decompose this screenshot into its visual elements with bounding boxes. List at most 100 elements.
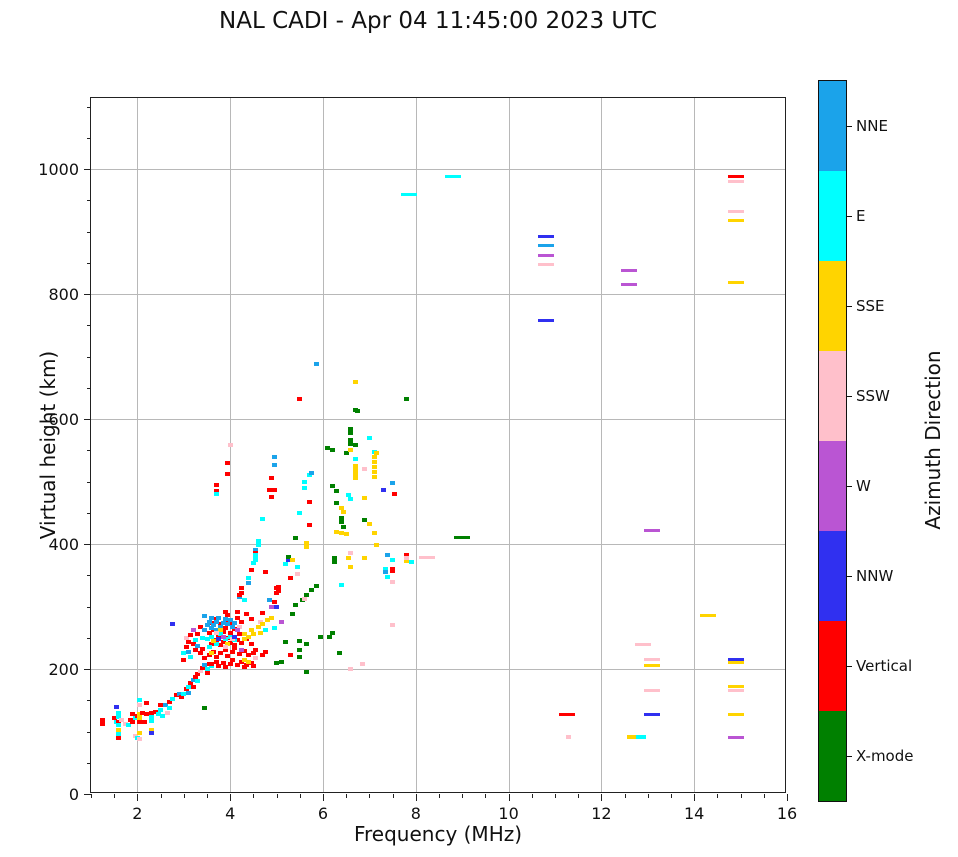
data-point — [246, 576, 252, 581]
data-point — [276, 584, 282, 589]
x-minor-tick — [647, 794, 649, 798]
y-major-tick — [84, 794, 91, 795]
colorbar-tick-label: SSW — [856, 387, 890, 405]
x-minor-tick — [299, 794, 301, 798]
data-point — [206, 645, 212, 650]
data-point — [352, 463, 358, 468]
data-point — [727, 209, 744, 213]
x-minor-tick — [717, 794, 719, 798]
data-point — [100, 718, 106, 723]
data-point — [306, 523, 312, 528]
data-point — [144, 701, 150, 706]
x-major-tick — [415, 794, 417, 801]
x-minor-tick — [392, 794, 394, 798]
data-point — [195, 672, 201, 677]
data-point — [288, 653, 294, 658]
data-point — [327, 634, 333, 639]
data-point — [213, 630, 219, 635]
colorbar-tick — [847, 666, 852, 667]
data-point — [232, 646, 238, 651]
data-point — [248, 568, 254, 573]
data-point — [236, 632, 242, 637]
data-point — [257, 630, 263, 635]
data-point — [100, 722, 106, 727]
x-tick-label: 8 — [410, 804, 421, 823]
data-point — [223, 648, 229, 653]
data-point — [380, 487, 386, 492]
data-point — [271, 599, 277, 604]
x-major-tick — [137, 794, 139, 801]
colorbar-tick — [847, 396, 852, 397]
data-point — [362, 555, 368, 560]
data-point — [213, 492, 219, 497]
data-point — [181, 692, 187, 697]
data-point — [334, 501, 340, 506]
data-point — [202, 628, 208, 633]
data-point — [209, 615, 215, 620]
data-point — [195, 632, 201, 637]
data-point — [239, 660, 245, 665]
data-point — [181, 651, 187, 656]
data-point — [366, 522, 372, 527]
data-point — [537, 318, 554, 322]
y-minor-tick — [87, 700, 91, 702]
data-point — [727, 179, 744, 183]
y-major-tick — [84, 294, 91, 296]
data-point — [248, 617, 254, 622]
data-point — [197, 624, 203, 629]
data-point — [227, 618, 233, 623]
data-point — [141, 720, 147, 725]
data-point — [339, 582, 345, 587]
data-point — [260, 610, 266, 615]
data-point — [334, 529, 340, 534]
data-point — [148, 727, 154, 732]
data-point — [192, 648, 198, 653]
data-point — [727, 685, 744, 689]
data-point — [176, 692, 182, 697]
data-point — [408, 560, 414, 565]
colorbar-segment-w — [819, 441, 846, 531]
y-tick-label: 400 — [48, 535, 79, 555]
data-point — [225, 642, 231, 647]
data-point — [116, 732, 122, 737]
data-point — [336, 651, 342, 656]
data-point — [348, 497, 354, 502]
data-point — [339, 520, 345, 525]
data-point — [371, 459, 377, 464]
data-point — [290, 612, 296, 617]
data-point — [116, 727, 122, 732]
colorbar-tick — [847, 216, 852, 217]
data-point — [304, 540, 310, 545]
data-point — [346, 493, 352, 498]
data-point — [253, 655, 259, 660]
x-major-tick — [694, 794, 696, 801]
data-point — [183, 645, 189, 650]
data-point — [137, 737, 143, 742]
data-point — [227, 443, 233, 448]
data-point — [253, 548, 259, 553]
data-point — [218, 628, 224, 633]
data-point — [246, 653, 252, 658]
data-point — [185, 649, 191, 654]
x-minor-tick — [462, 794, 464, 798]
data-point — [188, 654, 194, 659]
x-minor-tick — [369, 794, 371, 798]
data-point — [537, 243, 554, 247]
data-point — [352, 472, 358, 477]
data-point — [348, 442, 354, 447]
data-point — [137, 716, 143, 721]
colorbar-tick-label: E — [856, 207, 866, 225]
data-point — [206, 630, 212, 635]
colorbar: NNE E SSE SSW W NNW Vertical X-mode — [818, 80, 913, 802]
data-point — [213, 642, 219, 647]
data-point — [392, 492, 398, 497]
x-minor-tick — [439, 794, 440, 798]
data-point — [202, 663, 208, 668]
data-point — [297, 397, 303, 402]
data-point — [223, 644, 229, 649]
data-point — [304, 642, 310, 647]
data-point — [278, 660, 284, 665]
data-point — [297, 654, 303, 659]
x-minor-tick — [531, 794, 533, 798]
x-minor-tick — [114, 794, 116, 798]
